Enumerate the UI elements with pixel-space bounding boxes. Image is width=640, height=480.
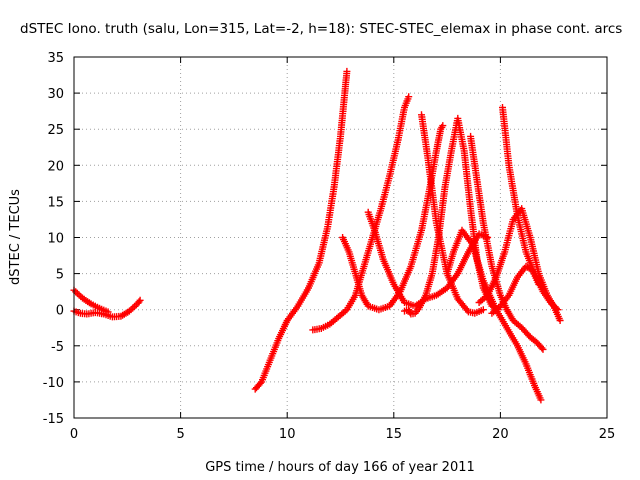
series-2 xyxy=(70,296,144,321)
plot-frame xyxy=(73,56,608,419)
data-point xyxy=(405,93,413,101)
x-tick-label: 10 xyxy=(279,427,296,442)
y-tick-label: 25 xyxy=(47,123,64,138)
series-8 xyxy=(418,111,487,317)
series-4 xyxy=(309,93,413,334)
y-tick-labels: -15 -10 -5 0 5 10 15 20 25 30 35 xyxy=(43,51,64,427)
series-12 xyxy=(499,104,562,314)
x-tick-label: 25 xyxy=(599,427,616,442)
x-tick-label: 20 xyxy=(492,427,509,442)
data-point xyxy=(538,344,546,352)
data-point xyxy=(256,379,264,387)
y-tick-label: -15 xyxy=(43,412,64,427)
data-point xyxy=(135,298,143,306)
data-point xyxy=(136,296,144,304)
series-10 xyxy=(467,132,547,353)
data-point xyxy=(554,306,562,314)
x-axis-label: GPS time / hours of day 166 of year 2011 xyxy=(205,460,475,475)
y-tick-label: 30 xyxy=(47,87,64,102)
x-tick-label: 15 xyxy=(386,427,403,442)
data-point xyxy=(539,345,547,353)
data-point xyxy=(439,122,447,130)
chart-title: dSTEC Iono. truth (salu, Lon=315, Lat=-2… xyxy=(20,21,622,37)
data-point xyxy=(343,67,351,75)
y-tick-label: 10 xyxy=(47,232,64,247)
series-13 xyxy=(488,262,543,317)
data-point xyxy=(479,306,487,314)
y-tick-label: 20 xyxy=(47,159,64,174)
x-tick-label: 0 xyxy=(70,427,78,442)
data-point xyxy=(556,317,564,324)
data-point xyxy=(552,304,560,312)
y-tick-label: 5 xyxy=(56,268,64,283)
y-tick-label: 35 xyxy=(47,51,64,66)
y-tick-label: -10 xyxy=(43,376,64,391)
data-points xyxy=(70,67,564,404)
y-tick-label: -5 xyxy=(51,340,64,355)
data-point xyxy=(537,396,545,404)
y-tick-label: 0 xyxy=(56,304,64,319)
y-tick-label: 15 xyxy=(47,195,64,210)
y-axis-label: dSTEC / TECUs xyxy=(8,189,23,285)
series-3 xyxy=(251,67,351,393)
x-tick-label: 5 xyxy=(176,427,184,442)
data-point xyxy=(535,280,543,288)
x-tick-labels: 0 5 10 15 20 25 xyxy=(70,427,615,442)
